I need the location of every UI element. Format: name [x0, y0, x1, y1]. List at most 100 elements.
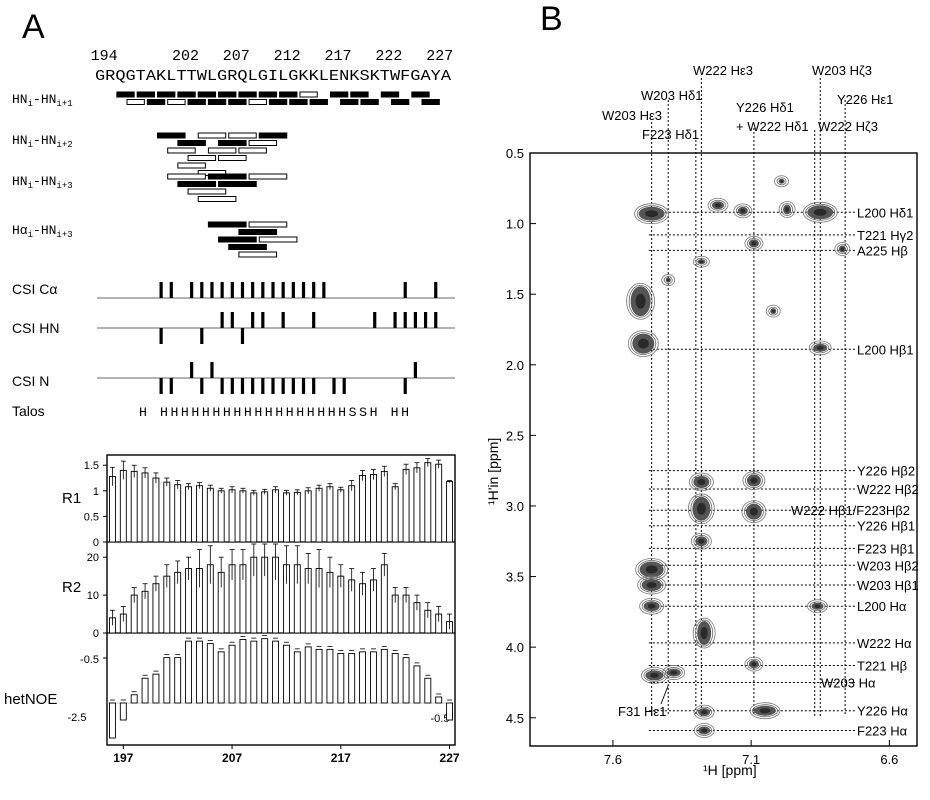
- peak: [643, 601, 660, 612]
- right-peak-label: F223 Hβ1: [857, 541, 914, 556]
- peak-contour: [744, 502, 764, 522]
- peak-contour: [745, 473, 763, 488]
- peak-core: [637, 338, 649, 349]
- csi-bar-down: [301, 378, 306, 394]
- csi-bar-down: [169, 378, 173, 394]
- peak: [692, 496, 711, 521]
- csi-bar-down: [240, 328, 245, 344]
- peak-contour: [765, 304, 781, 318]
- panel-a: A 194 202 207 212 217 222 227 GRQGTAKLTTWLGRQL…: [4, 8, 460, 765]
- right-peak-label: W203 Hβ1: [857, 578, 919, 593]
- spectrum-y-axis: 0.5 1.0 1.5 2.0 2.5 3.0 3.5 4.0 4.5: [506, 146, 536, 726]
- noe-bar: [167, 147, 196, 154]
- r1-bar: [163, 481, 171, 543]
- peak-contour: [690, 495, 713, 523]
- noe-bar: [238, 147, 267, 154]
- noe-bar: [167, 99, 186, 105]
- csi-bar-up: [251, 282, 255, 298]
- noe-row-label: HNi-HNi+3: [12, 174, 73, 191]
- top-peak-label: F223 Hδ1: [642, 127, 699, 142]
- peak-core: [699, 260, 704, 263]
- hetnoe-bar: [282, 644, 290, 704]
- peak: [666, 668, 681, 677]
- residue-number: 217: [325, 48, 352, 65]
- peak-contour: [635, 558, 669, 581]
- r1-label: R1: [62, 490, 81, 507]
- hetnoe-bar: [369, 651, 377, 704]
- csi-bar-up: [423, 312, 428, 328]
- peak-contour: [834, 242, 851, 256]
- noe-bar: [289, 99, 308, 105]
- peak-core: [697, 478, 706, 485]
- r1-bar: [293, 491, 301, 543]
- peak-core: [696, 502, 706, 515]
- hetnoe-bar: [304, 646, 312, 704]
- residue-number: 212: [274, 48, 301, 65]
- peak: [838, 245, 846, 253]
- peak-contour: [628, 284, 653, 318]
- dynamics-frame: [106, 454, 456, 746]
- peak-core: [645, 210, 659, 218]
- peak: [697, 621, 712, 646]
- noe-bar: [197, 196, 237, 202]
- peak-core: [645, 565, 658, 574]
- noe-bar: [218, 91, 237, 98]
- noe-bar: [258, 236, 298, 243]
- top-peak-label: W203 Hε3: [602, 108, 662, 123]
- r1-bar: [141, 472, 149, 543]
- spectrum-frame: [529, 152, 918, 747]
- y-tick: 0.5: [506, 146, 524, 161]
- hetnoe-bar: [391, 653, 399, 704]
- noe-bar: [228, 244, 267, 250]
- panel-a-label: A: [22, 8, 45, 46]
- panel-b-label: B: [540, 0, 563, 38]
- csi-bar-up: [312, 312, 316, 328]
- noe-bar: [197, 132, 227, 139]
- r1-bar: [446, 481, 454, 543]
- csi-bar-down: [403, 378, 407, 394]
- right-peak-label: W203 Hα: [821, 675, 876, 690]
- peak-contour: [639, 577, 664, 593]
- peak-core: [785, 206, 790, 212]
- peak: [737, 206, 748, 215]
- peak-contour: [741, 500, 767, 524]
- peak-contour: [696, 725, 713, 736]
- peak-contour: [696, 706, 713, 718]
- r1-bar: [217, 490, 225, 543]
- noe-bar: [177, 91, 196, 98]
- noe-bar: [197, 91, 217, 98]
- top-peak-label: W203 Hδ1: [641, 88, 702, 103]
- r1-bar: [185, 486, 193, 543]
- y-tick: 3.5: [506, 570, 524, 585]
- csi-bar-down: [240, 378, 245, 394]
- csi-bar-up: [403, 312, 407, 328]
- csi-bar-up: [220, 312, 224, 328]
- noe-bar: [187, 99, 206, 105]
- hetnoe-bar: [185, 640, 193, 704]
- csi-bar-up: [230, 312, 234, 328]
- noe-bar: [177, 181, 217, 187]
- noe-bar: [238, 91, 257, 98]
- right-peak-label: L200 Hδ1: [857, 205, 913, 220]
- peak-core: [771, 309, 775, 313]
- talos-row: Talos H HHHHHHHHHHHHHHHHHHSSH HH: [12, 403, 409, 420]
- peak-contour: [637, 560, 666, 579]
- r1-bar: [195, 485, 203, 543]
- csi-label: CSI N: [12, 373, 49, 389]
- right-peak-label: L200 Hβ1: [857, 342, 914, 357]
- hetnoe-bar: [250, 640, 258, 704]
- peak: [645, 670, 664, 681]
- spectrum-top-labels: W222 Hε3 W203 Hζ3 W203 Hδ1 Y226 Hδ1 Y226 Hε1…: [602, 63, 893, 142]
- peak-contour: [747, 237, 761, 249]
- dyn-x-tick: 227: [440, 751, 460, 765]
- noe-bar: [177, 162, 206, 169]
- hetnoe-bar: [228, 644, 236, 704]
- csi-bar-up: [434, 312, 438, 328]
- peak: [807, 205, 834, 220]
- hetnoe-bar: [348, 653, 356, 704]
- r1-bar: [119, 469, 127, 543]
- csi-bar-up: [301, 282, 306, 298]
- r1-tick: 0.5: [84, 511, 99, 523]
- noe-connectivity-rows: HNi-HNi+1 HNi-HNi+2 HNi-HNi+3 Hαi-HNi+3: [12, 91, 440, 258]
- peak-core: [751, 241, 757, 246]
